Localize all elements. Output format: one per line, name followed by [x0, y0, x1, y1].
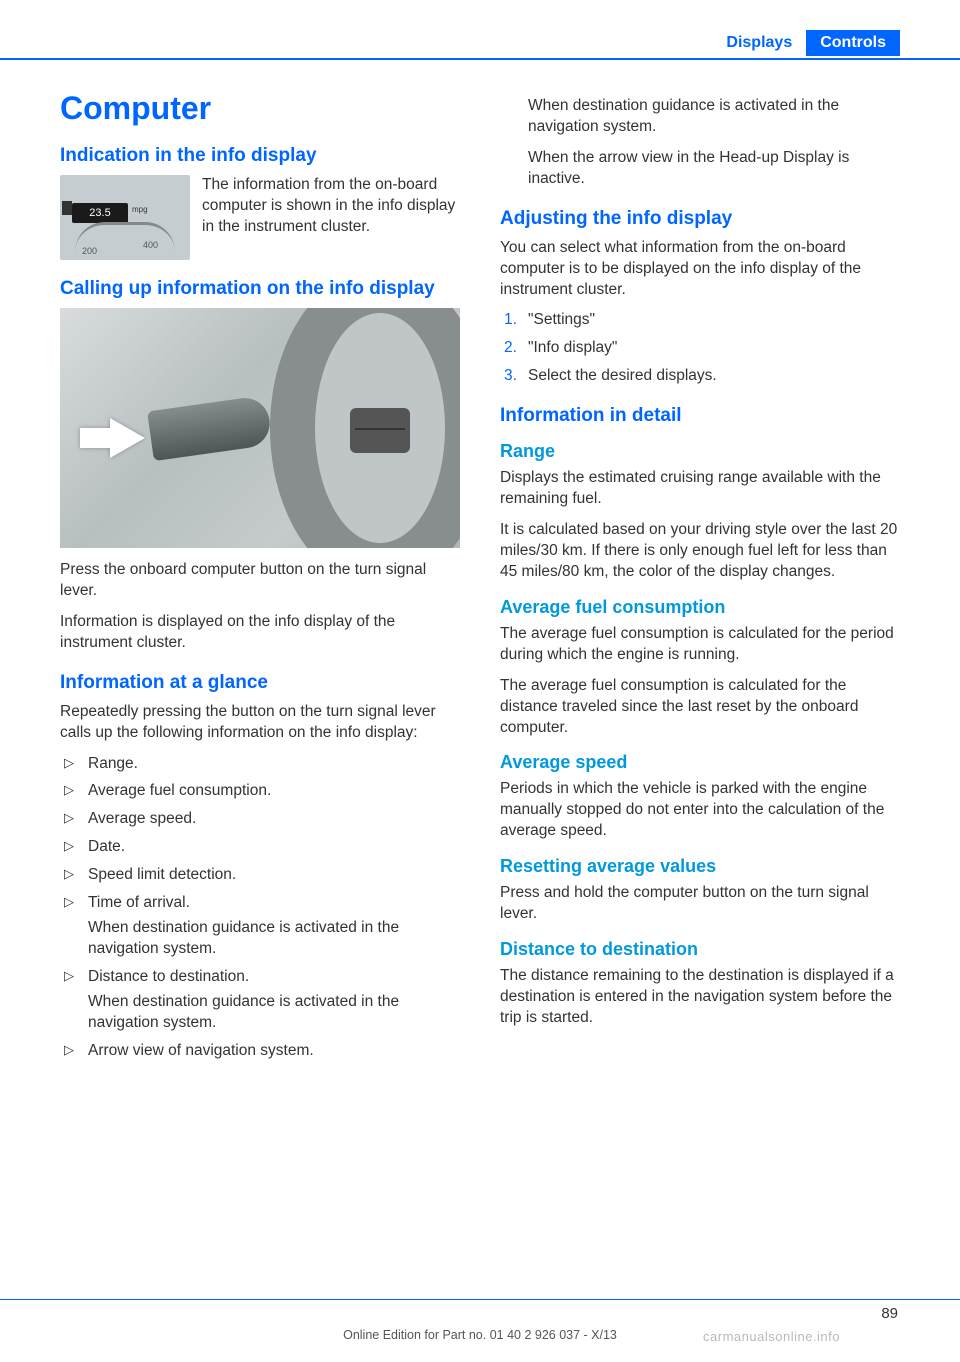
header-divider [0, 58, 960, 60]
arrow-icon [110, 418, 145, 458]
press-text: Press the onboard computer button on the… [60, 560, 460, 602]
right-column: When destination guidance is activated i… [500, 90, 900, 1069]
avgfuel-text-2: The average fuel consumption is calculat… [500, 676, 900, 739]
dist-text: The distance remaining to the destinatio… [500, 966, 900, 1029]
range-text-1: Displays the estimated cruising range av… [500, 468, 900, 510]
tab-displays: Displays [712, 30, 806, 56]
list-item-text: Distance to destination. [88, 968, 249, 985]
avgspeed-text: Periods in which the vehicle is parked w… [500, 779, 900, 842]
arrow-hud-text: When the arrow view in the Head-up Dis­p… [500, 148, 900, 190]
gauge-unit: mpg [132, 205, 148, 214]
lever-stalk-icon [147, 395, 273, 461]
heading-glance: Information at a glance [60, 672, 460, 694]
glance-intro-text: Repeatedly pressing the button on the tu… [60, 702, 460, 744]
footer-divider [0, 1299, 960, 1301]
info-displayed-text: Information is displayed on the info dis… [60, 612, 460, 654]
heading-dist: Distance to destination [500, 939, 900, 960]
heading-adjusting: Adjusting the info display [500, 208, 900, 230]
gauge-tick-400: 400 [143, 240, 158, 250]
list-item-text: Range. [88, 755, 138, 772]
list-item-subtext: When destination guidance is activated i… [88, 918, 460, 960]
list-item: Date. [60, 837, 460, 858]
tab-controls: Controls [806, 30, 900, 56]
page-content: Computer Indication in the info display … [60, 90, 900, 1069]
heading-indication: Indication in the info display [60, 145, 460, 167]
info-display-block: 23.5 mpg 200 400 The information from th… [60, 175, 460, 260]
gauge-icon: 23.5 mpg 200 400 [60, 175, 190, 260]
gauge-value: 23.5 [72, 203, 128, 223]
heading-calling: Calling up information on the info displ… [60, 278, 460, 300]
page-number: 89 [881, 1305, 898, 1322]
adjusting-text: You can select what information from the… [500, 238, 900, 301]
list-item: Average fuel consumption. [60, 781, 460, 802]
range-text-2: It is calculated based on your driving s… [500, 520, 900, 583]
step-item: "Settings" [500, 310, 900, 331]
list-item-text: Date. [88, 838, 125, 855]
heading-avgfuel: Average fuel consumption [500, 597, 900, 618]
indication-text: The information from the on-board comput… [202, 175, 460, 250]
list-item-text: Speed limit detection. [88, 866, 236, 883]
list-item: Speed limit detection. [60, 865, 460, 886]
watermark: carmanualsonline.info [703, 1329, 840, 1344]
gauge-tick-200: 200 [82, 246, 97, 256]
header-tabs: Displays Controls [712, 30, 900, 56]
list-item: Range. [60, 754, 460, 775]
heading-detail: Information in detail [500, 405, 900, 427]
wheel-buttons-icon [350, 408, 410, 453]
heading-avgspeed: Average speed [500, 752, 900, 773]
arrow-nav-text: When destination guidance is activated i… [500, 96, 900, 138]
list-item: Average speed. [60, 809, 460, 830]
reset-text: Press and hold the computer button on th… [500, 883, 900, 925]
list-item-text: Time of arrival. [88, 894, 190, 911]
list-item-text: Average fuel consumption. [88, 782, 271, 799]
turn-signal-lever-image [60, 308, 460, 548]
glance-list: Range. Average fuel consumption. Average… [60, 754, 460, 1062]
step-item: "Info display" [500, 338, 900, 359]
heading-range: Range [500, 441, 900, 462]
list-item-subtext: When destination guidance is activated i… [88, 992, 460, 1034]
list-item-text: Average speed. [88, 810, 196, 827]
list-item: Arrow view of navigation system. [60, 1041, 460, 1062]
list-item: Distance to destination. When destination… [60, 967, 460, 1034]
list-item-text: Arrow view of navigation system. [88, 1042, 314, 1059]
avgfuel-text-1: The average fuel consumption is calculat… [500, 624, 900, 666]
left-column: Computer Indication in the info display … [60, 90, 460, 1069]
step-item: Select the desired displays. [500, 366, 900, 387]
list-item: Time of arrival. When destination guidanc… [60, 893, 460, 960]
page-title: Computer [60, 90, 460, 127]
heading-reset: Resetting average values [500, 856, 900, 877]
fuel-pump-icon [62, 201, 72, 215]
adjusting-steps: "Settings" "Info display" Select the des… [500, 310, 900, 387]
